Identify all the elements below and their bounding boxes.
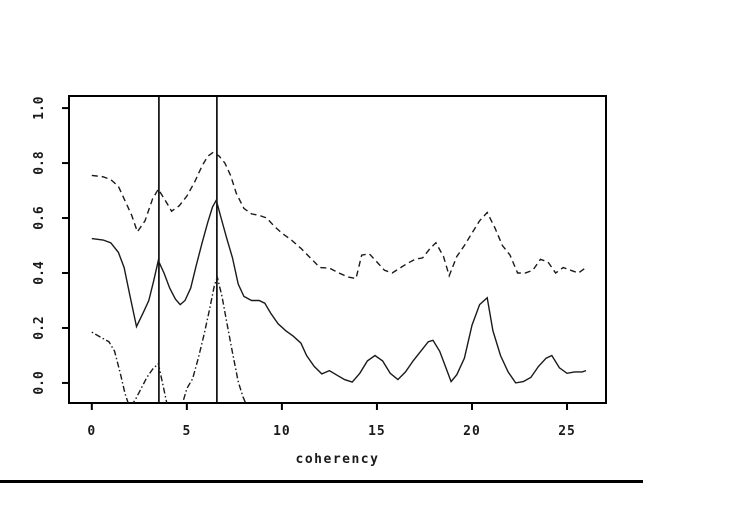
y-tick-label: 0.8	[32, 151, 47, 175]
y-tick-label: 0.6	[32, 206, 47, 230]
x-axis-title: coherency	[296, 452, 380, 467]
coherency-estimate-curve	[91, 198, 587, 384]
x-tick-label: 5	[182, 424, 191, 439]
x-tick-label: 15	[368, 424, 386, 439]
separator-line	[0, 480, 643, 483]
y-tick-label: 0.4	[32, 261, 47, 285]
y-tick-label: 1.0	[32, 96, 47, 120]
y-tick-label: 0.0	[32, 371, 47, 395]
upper-confidence-band-curve	[91, 151, 587, 280]
x-tick-label: 20	[463, 424, 481, 439]
x-tick-label: 25	[558, 424, 576, 439]
plot-frame	[68, 95, 607, 404]
x-tick-label: 10	[273, 424, 291, 439]
lower-confidence-band-curve	[91, 274, 247, 403]
y-tick-label: 0.2	[32, 316, 47, 339]
x-tick-label: 0	[87, 424, 96, 439]
